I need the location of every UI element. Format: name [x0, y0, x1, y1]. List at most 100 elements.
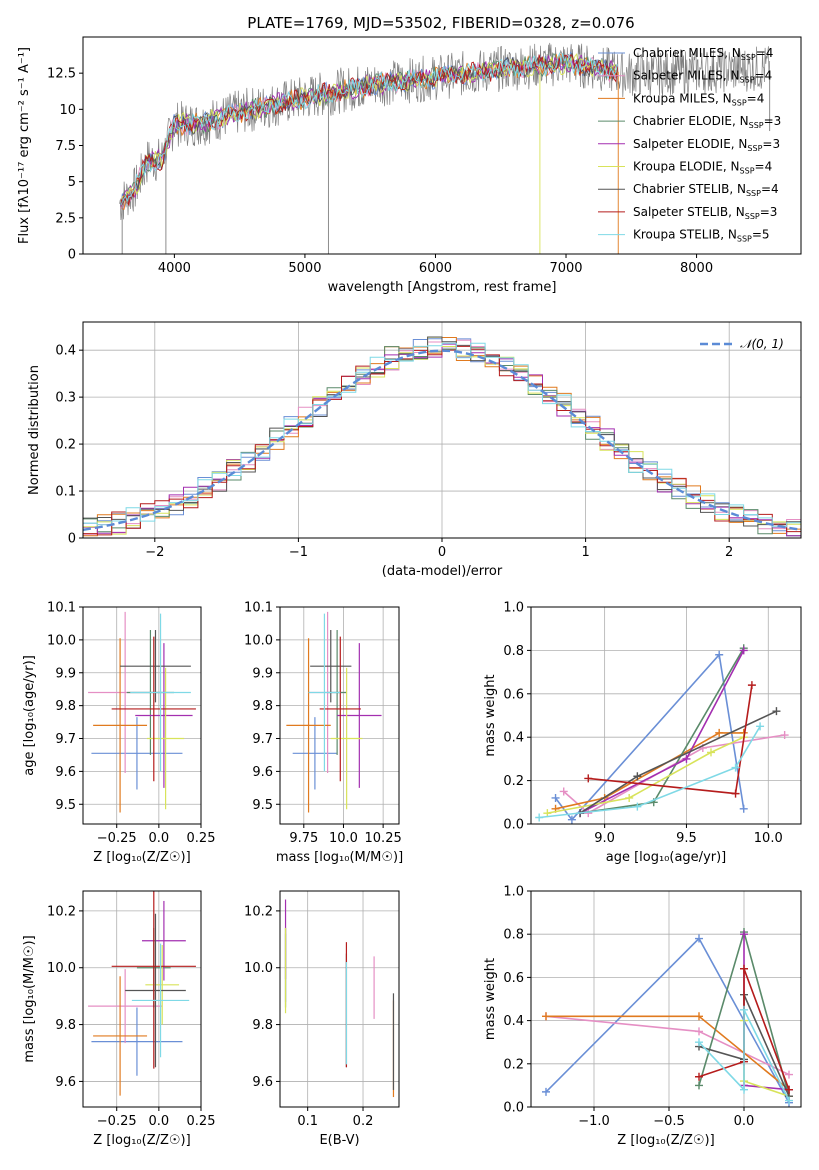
legend-subscript: SSP [732, 98, 747, 107]
axes-frame [530, 890, 802, 1108]
y-tick-label: 0.0 [503, 1101, 524, 1116]
axes-frame [82, 36, 802, 255]
legend-nssp: =4 [755, 160, 773, 174]
x-tick-label: 4000 [158, 261, 191, 276]
mass-weight-marker [740, 930, 748, 939]
mass-weight-line [698, 1009, 790, 1101]
legend-nssp: =5 [752, 228, 770, 242]
legend-label: Chabrier MILES, NSSP=4 [633, 46, 773, 62]
y-tick-label: 10.0 [47, 961, 76, 976]
x-tick-label: 0.0 [149, 831, 170, 846]
x-tick-label: 1 [581, 545, 589, 560]
mass-weight-marker [682, 754, 691, 763]
mass-weight-marker [542, 1087, 550, 1096]
mass-weight-marker [785, 1085, 793, 1094]
x-tick-label: 9.75 [289, 831, 318, 846]
mass-weight-marker [739, 804, 748, 813]
y-axis-label: Flux [fλ10⁻¹⁷ erg cm⁻² s⁻¹ A⁻¹] [17, 47, 32, 244]
x-axis-label: E(B-V) [319, 1133, 359, 1148]
y-tick-label: 0.2 [503, 774, 524, 789]
x-tick-label: −0.5 [653, 1114, 685, 1129]
residual-histogram-step [83, 342, 801, 537]
x-tick-label: 10.0 [329, 831, 358, 846]
mass-weight-marker [739, 646, 748, 655]
y-axis-label: mass weight [483, 674, 498, 756]
mass-weight-marker [559, 787, 568, 796]
y-tick-label: 0.4 [503, 1014, 524, 1029]
x-axis-label: Z [log₁₀(Z/Z☉)] [617, 1133, 714, 1148]
legend-nssp: =3 [762, 137, 780, 151]
y-tick-label: 1.0 [503, 601, 524, 616]
legend-nssp: =4 [761, 182, 779, 196]
mass-weight-marker [535, 813, 544, 822]
axes-age-vs-mass: 9.75 10.0 10.25 9.5 9.6 9.7 9.8 9.9 10.0 10.1 mass… [244, 601, 403, 866]
axes-frame [82, 890, 202, 1108]
y-tick-label: 0 [68, 248, 76, 263]
legend-subscript: SSP [749, 121, 764, 130]
axes-frame [82, 606, 202, 825]
y-tick-label: 9.6 [252, 1075, 273, 1090]
legend-label: Chabrier ELODIE, NSSP=3 [633, 114, 781, 130]
mass-weight-marker [584, 774, 593, 783]
mass-weight-line [539, 725, 761, 819]
x-tick-label: 7000 [549, 261, 582, 276]
mass-weight-marker [731, 789, 740, 798]
y-tick-label: 10.1 [244, 601, 273, 616]
x-tick-label: 10.0 [754, 831, 783, 846]
y-tick-label: 9.6 [55, 1075, 76, 1090]
y-tick-label: 1.0 [503, 885, 524, 900]
x-tick-label: 2 [725, 545, 733, 560]
y-tick-label: 0.4 [503, 731, 524, 746]
x-tick-label: 0.1 [297, 1114, 318, 1129]
x-axis-label: mass [log₁₀(M/M☉)] [276, 850, 403, 865]
legend-subscript: SSP [740, 76, 755, 85]
x-axis-label: Z [log₁₀(Z/Z☉)] [93, 1133, 190, 1148]
legend-label: Chabrier STELIB, NSSP=4 [633, 182, 779, 198]
legend-label: Kroupa STELIB, NSSP=5 [633, 228, 770, 244]
mass-weight-marker [785, 1096, 793, 1105]
x-tick-label: 9.0 [594, 831, 615, 846]
axes-age-vs-Z: −0.25 0.0 0.25 9.5 9.6 9.7 9.8 9.9 10.0 10.1 Z [lo… [22, 601, 215, 866]
legend-nssp: =3 [760, 205, 778, 219]
mass-weight-marker [756, 722, 765, 731]
x-tick-label: 10.25 [365, 831, 402, 846]
legend-subscript: SSP [745, 212, 760, 221]
y-tick-label: 0.2 [55, 438, 76, 453]
normal-curve [83, 349, 801, 531]
x-tick-label: 0.2 [353, 1114, 374, 1129]
axes-mass-vs-Z: −0.25 0.0 0.25 9.6 9.8 10.0 10.2 Z [log₁₀(Z/Z☉)… [22, 890, 215, 1148]
y-tick-label: 9.8 [252, 699, 273, 714]
x-tick-label: 5000 [288, 261, 321, 276]
mass-weight-marker [715, 728, 724, 737]
y-tick-label: 9.5 [55, 798, 76, 813]
y-axis-label: age [log₁₀(age/yr)] [22, 655, 37, 776]
panels: 4000 5000 6000 7000 800002.557.51012.5wavele… [17, 36, 802, 1148]
mass-weight-marker [695, 1081, 703, 1090]
y-tick-label: 10.0 [244, 633, 273, 648]
y-axis-label: mass [log₁₀(M/M☉)] [22, 935, 37, 1062]
x-tick-label: 0.0 [149, 1114, 170, 1129]
mass-weight-marker [567, 815, 576, 824]
mass-weight-line [563, 734, 785, 815]
mass-weight-marker [715, 650, 724, 659]
y-tick-label: 9.9 [55, 666, 76, 681]
y-tick-label: 2.5 [55, 211, 76, 226]
observed-spectrum-line [119, 42, 771, 221]
axes-frame [82, 321, 802, 539]
y-tick-label: 10.0 [244, 961, 273, 976]
mass-weight-marker [740, 964, 748, 973]
legend-nssp: =4 [756, 46, 774, 60]
x-tick-label: 0 [438, 545, 446, 560]
axes-frame [530, 606, 802, 825]
x-axis-label: age [log₁₀(age/yr)] [606, 850, 727, 865]
mass-weight-marker [695, 934, 703, 943]
y-tick-label: 9.8 [55, 699, 76, 714]
legend-label: Salpeter STELIB, NSSP=3 [633, 205, 777, 221]
legend-label: Kroupa ELODIE, NSSP=4 [633, 160, 772, 176]
mass-weight-marker [542, 1012, 550, 1021]
x-tick-label: −1 [289, 545, 308, 560]
x-axis-label: wavelength [Angstrom, rest frame] [328, 280, 557, 295]
y-tick-label: 5 [68, 175, 76, 190]
legend-subscript: SSP [741, 53, 756, 62]
